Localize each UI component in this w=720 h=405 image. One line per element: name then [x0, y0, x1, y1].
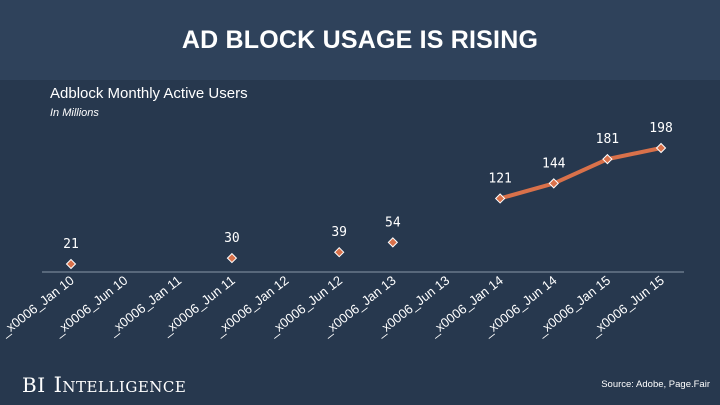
data-label: 30 — [224, 231, 240, 246]
page-title: AD BLOCK USAGE IS RISING — [181, 26, 539, 54]
brand-name: Intelligence — [53, 373, 187, 397]
data-point-marker — [494, 193, 506, 204]
data-label: 21 — [63, 237, 79, 252]
data-point-marker — [548, 178, 559, 189]
data-label: 198 — [649, 121, 672, 136]
chart-title: Adblock Monthly Active Users — [50, 85, 248, 102]
series-line — [498, 146, 664, 201]
data-labels: 21 30 39 54 121 144 181 198 — [63, 121, 673, 252]
data-point-marker — [602, 153, 613, 165]
data-point-marker — [226, 252, 238, 264]
data-label: 181 — [596, 132, 619, 147]
data-point-marker — [655, 142, 667, 154]
data-points — [65, 142, 667, 270]
data-label: 54 — [385, 215, 401, 230]
data-label: 144 — [542, 156, 566, 171]
chart-subtitle: In Millions — [50, 107, 99, 119]
brand-logo: BI Intelligence — [22, 373, 186, 397]
source-note: Source: Adobe, Page.Fair — [601, 379, 710, 390]
data-label: 39 — [331, 225, 347, 240]
data-point-marker — [387, 237, 399, 248]
data-point-marker — [65, 258, 77, 270]
series-lines — [498, 146, 664, 201]
brand-bi: BI — [22, 373, 46, 397]
x-axis-tick-labels: _x0006_Jan 10_x0006_Jun 10_x0006_Jan 11_… — [0, 273, 667, 340]
data-label: 121 — [488, 171, 511, 186]
data-point-marker — [333, 246, 345, 258]
title-band — [0, 0, 720, 80]
